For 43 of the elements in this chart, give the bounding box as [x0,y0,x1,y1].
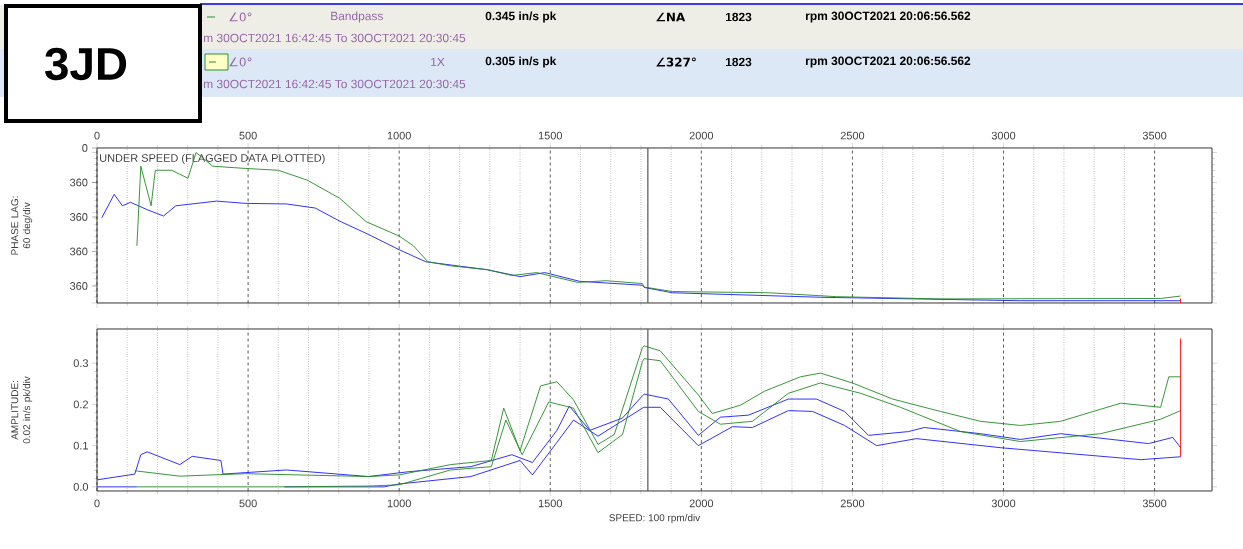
text: m 30OCT2021 16:42:45 To 30OCT2021 20:30:45 [204,79,466,89]
y-axis-title: PHASE LAG: 60 deg/div [11,196,33,255]
text: rpm 30OCT2021 20:06:56.562 [805,11,971,23]
text: rpm 30OCT2021 20:06:56.562 [805,56,971,68]
x-tick-label: 0 [94,131,100,140]
x-axis-title: SPEED: 100 rpm/div [609,513,701,524]
y-tick-label: 0.2 [73,400,88,409]
y-tick-label: 0.1 [73,441,88,450]
text: 360 [70,282,88,290]
text: 360 [70,178,88,187]
text: 0 [82,144,88,152]
text: ∠NA [656,12,686,22]
text: m 30OCT2021 16:42:45 To 30OCT2021 20:30:45 [204,33,466,43]
x-tick-label: 0 [94,499,100,508]
x-tick-label: 2500 [840,131,865,140]
text: 0.345 in/s pk [485,11,557,23]
text: 1823 [725,12,752,22]
text: 1823 [725,57,752,67]
x-tick-label: 2000 [689,131,714,140]
x-tick-label: 2000 [689,499,714,508]
text: 0.305 in/s pk [485,56,557,68]
x-tick-label: 2500 [840,499,865,508]
x-tick-label: 3500 [1142,131,1167,140]
x-tick-label: 500 [239,499,257,508]
text: 3JD [45,47,127,81]
x-tick-label: 1500 [538,499,563,508]
text: ∠0° [229,57,252,67]
text: 360 [70,247,88,256]
y-tick-label: 0.0 [73,482,89,491]
x-tick-label: 3000 [991,131,1016,140]
x-tick-label: 1000 [387,499,411,508]
text: ∠0° [229,12,252,22]
x-tick-label: 1000 [387,131,411,140]
x-tick-label: 3500 [1142,499,1167,508]
x-tick-label: 1500 [538,131,563,140]
x-tick-label: 3000 [991,499,1016,508]
y-tick-label: 0.3 [73,359,89,368]
x-tick-label: 500 [239,131,257,140]
y-axis-title: AMPLITUDE: 0.02 in/s pk/div [11,376,33,444]
text: 1X [431,57,445,67]
text: ∠327° [656,57,696,67]
text: Bandpass [331,11,383,23]
text: 360 [70,213,88,221]
